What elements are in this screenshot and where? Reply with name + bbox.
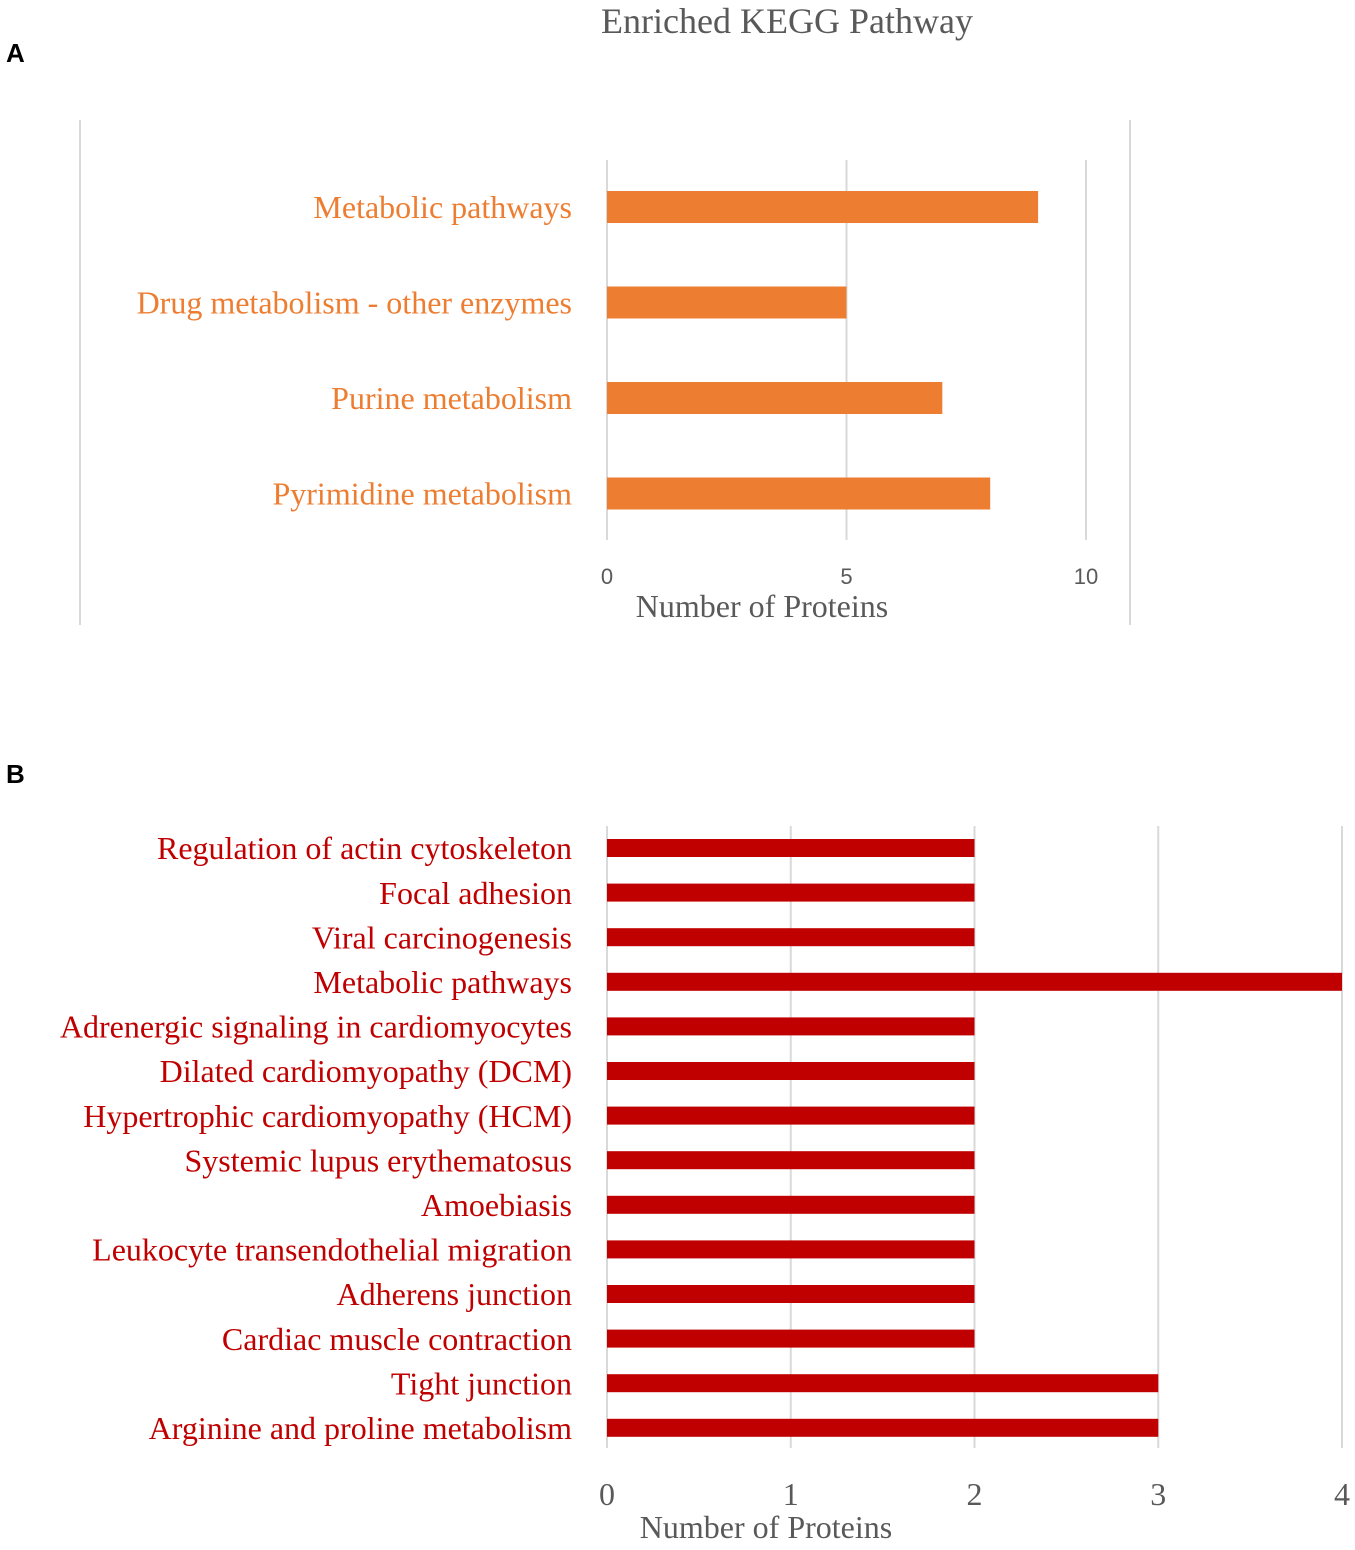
- panel-b-x-axis-title: Number of Proteins: [640, 1509, 892, 1545]
- panel-a-label: A: [6, 38, 25, 68]
- panel-b-bar: [607, 1374, 1159, 1393]
- panel-a-x-tick-label: 10: [1074, 564, 1098, 589]
- panel-a-bar: [607, 191, 1039, 223]
- panel-b-bar: [607, 1062, 975, 1080]
- panel-b-category-label: Adrenergic signaling in cardiomyocytes: [60, 1009, 572, 1045]
- panel-a-category-label: Purine metabolism: [331, 380, 572, 416]
- panel-b-category-label: Leukocyte transendothelial migration: [92, 1232, 572, 1268]
- panel-b-label: B: [6, 759, 25, 789]
- panel-b-bar: [607, 1106, 975, 1125]
- panel-b-bar: [607, 1195, 975, 1214]
- panel-b-x-tick-label: 3: [1150, 1476, 1166, 1512]
- panel-b-x-tick-label: 4: [1334, 1476, 1350, 1512]
- panel-b-bar: [607, 1151, 975, 1170]
- panel-b-category-label: Focal adhesion: [379, 875, 572, 911]
- panel-b-bar: [607, 928, 975, 947]
- panel-a-category-label: Metabolic pathways: [313, 189, 572, 225]
- panel-b-category-label: Viral carcinogenesis: [312, 919, 572, 955]
- panel-b-bar: [607, 1285, 975, 1303]
- panel-a-category-label: Drug metabolism - other enzymes: [137, 285, 572, 321]
- panel-b-bar: [607, 883, 975, 902]
- panel-b-category-label: Regulation of actin cytoskeleton: [157, 830, 572, 866]
- panel-b-x-tick-label: 2: [967, 1476, 983, 1512]
- panel-b-category-label: Tight junction: [391, 1365, 572, 1401]
- panel-b-bar: [607, 1017, 975, 1036]
- panel-b-category-label: Dilated cardiomyopathy (DCM): [160, 1053, 572, 1089]
- panel-a-x-axis-title: Number of Proteins: [636, 588, 888, 624]
- panel-b-category-label: Hypertrophic cardiomyopathy (HCM): [83, 1098, 572, 1134]
- panel-b-x-tick-label: 0: [599, 1476, 615, 1512]
- panel-a-x-tick-label: 5: [840, 564, 852, 589]
- panel-b-x-tick-label: 1: [783, 1476, 799, 1512]
- panel-b-category-label: Systemic lupus erythematosus: [184, 1142, 572, 1178]
- panel-b-bar: [607, 1240, 975, 1259]
- panel-a-category-label: Pyrimidine metabolism: [272, 476, 572, 512]
- panel-b-bar: [607, 1329, 975, 1348]
- panel-b-chart: 0 1 2 3 4 Regulation of actin cytoskeleton Foc…: [60, 826, 1350, 1545]
- panel-a-chart: 0 5 10 Metabolic pathways Drug metabolism - …: [137, 160, 1098, 624]
- panel-a-x-tick-label: 0: [601, 564, 613, 589]
- panel-a-bar: [607, 286, 847, 319]
- panel-a-bar: [607, 477, 991, 510]
- panel-b-bar: [607, 839, 975, 857]
- panel-b-category-label: Metabolic pathways: [313, 964, 572, 1000]
- panel-b-category-label: Adherens junction: [337, 1276, 573, 1312]
- panel-b-bar: [607, 1418, 1159, 1437]
- panel-b-bar: [607, 972, 1342, 991]
- figure-title: Enriched KEGG Pathway: [601, 1, 973, 41]
- panel-b-category-label: Cardiac muscle contraction: [222, 1321, 572, 1357]
- panel-a-bar: [607, 382, 943, 414]
- panel-b-category-label: Amoebiasis: [421, 1187, 572, 1223]
- panel-b-category-label: Arginine and proline metabolism: [149, 1410, 572, 1446]
